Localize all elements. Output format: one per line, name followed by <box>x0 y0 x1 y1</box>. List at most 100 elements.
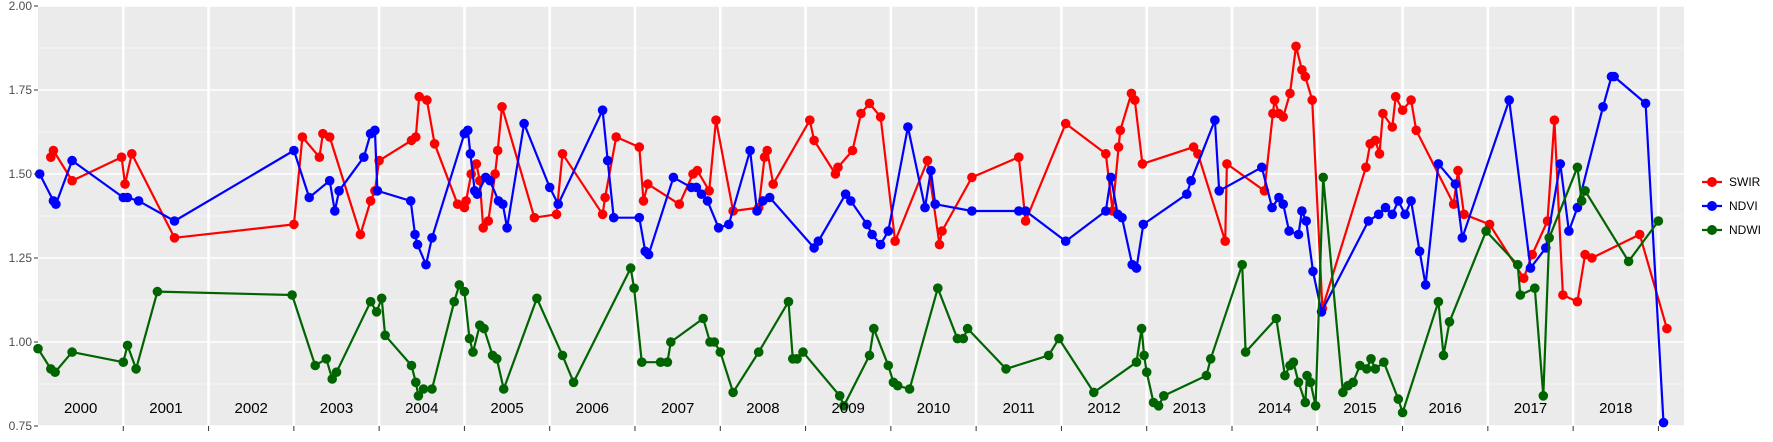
data-point-ndwi <box>411 377 421 388</box>
data-point-ndwi <box>1240 347 1251 357</box>
data-point-swir <box>1220 236 1230 246</box>
data-point-swir <box>967 172 977 183</box>
data-point-ndvi <box>405 196 416 206</box>
data-point-ndvi <box>1598 102 1608 112</box>
data-point-ndwi <box>883 360 894 371</box>
data-point-swir <box>116 152 127 162</box>
data-point-ndvi <box>463 125 473 136</box>
data-point-swir <box>365 196 376 206</box>
data-point-swir <box>483 216 494 226</box>
data-point-ndvi <box>752 206 762 216</box>
legend-label: NDWI <box>1729 223 1761 237</box>
data-point-swir <box>1459 209 1469 220</box>
data-point-ndwi <box>715 347 726 357</box>
year-label: 2009 <box>832 400 865 417</box>
data-point-ndwi <box>1293 377 1304 388</box>
data-point-ndvi <box>1117 212 1127 223</box>
data-point-ndwi <box>958 333 969 344</box>
data-point-swir <box>1662 323 1672 334</box>
data-point-ndwi <box>376 293 387 304</box>
data-point-ndwi <box>557 350 568 361</box>
data-point-ndvi <box>133 196 144 206</box>
data-point-ndvi <box>544 182 555 193</box>
data-point-ndvi <box>1380 202 1391 213</box>
data-point-ndwi <box>783 296 794 307</box>
year-label: 2006 <box>576 400 609 417</box>
data-point-ndwi <box>629 283 639 294</box>
data-point-swir <box>634 142 645 152</box>
series-swir <box>46 41 1672 334</box>
data-point-ndvi <box>1214 186 1224 196</box>
data-point-ndvi <box>745 145 755 156</box>
data-point-ndvi <box>502 223 512 233</box>
legend-label: SWIR <box>1729 175 1761 189</box>
data-point-ndvi <box>926 165 936 176</box>
data-point-ndwi <box>1318 172 1328 183</box>
data-point-ndvi <box>1457 233 1468 243</box>
data-point-swir <box>497 102 507 112</box>
data-point-ndwi <box>1653 216 1664 226</box>
data-point-ndwi <box>1623 256 1634 267</box>
data-point-swir <box>551 209 562 220</box>
data-point-ndwi <box>321 354 332 364</box>
series-ndwi <box>33 162 1664 418</box>
data-point-ndvi <box>334 186 344 196</box>
data-point-ndwi <box>753 347 764 357</box>
data-point-ndwi <box>459 286 470 297</box>
series-line-ndwi <box>37 166 1660 414</box>
data-point-ndvi <box>930 199 940 209</box>
data-point-ndwi <box>498 384 509 394</box>
data-point-ndwi <box>625 263 636 273</box>
data-point-ndvi <box>169 216 180 226</box>
data-point-ndwi <box>1580 186 1590 196</box>
data-point-swir <box>48 145 59 156</box>
year-label: 2007 <box>661 400 694 417</box>
data-point-ndvi <box>304 192 315 203</box>
data-point-ndvi <box>1555 159 1566 169</box>
data-point-swir <box>890 236 900 246</box>
data-point-swir <box>422 95 432 105</box>
data-point-swir <box>127 149 137 159</box>
data-point-swir <box>529 212 540 223</box>
year-label: 2014 <box>1258 400 1291 417</box>
data-point-ndwi <box>792 354 802 364</box>
data-point-ndwi <box>1370 364 1381 374</box>
data-point-swir <box>864 98 875 109</box>
data-point-swir <box>289 219 299 230</box>
year-label: 2018 <box>1599 400 1632 417</box>
data-point-ndwi <box>1131 357 1142 368</box>
data-point-swir <box>414 91 425 102</box>
data-point-ndwi <box>1153 401 1164 411</box>
x-axis <box>122 426 1659 431</box>
series-line-ndvi <box>38 75 1665 423</box>
data-point-ndwi <box>492 354 502 364</box>
data-point-swir <box>1115 125 1126 136</box>
data-point-ndvi <box>122 192 133 203</box>
data-point-swir <box>297 132 308 142</box>
data-point-ndvi <box>1267 202 1277 213</box>
data-point-ndvi <box>465 149 476 159</box>
data-point-swir <box>711 115 721 125</box>
data-point-ndvi <box>764 192 775 203</box>
data-point-ndwi <box>1366 354 1376 364</box>
data-point-ndvi <box>724 219 734 230</box>
data-point-swir <box>67 175 77 186</box>
data-point-ndwi <box>1433 296 1444 307</box>
data-point-swir <box>856 108 866 119</box>
data-point-ndvi <box>691 182 702 193</box>
data-point-swir <box>597 209 608 220</box>
data-point-swir <box>704 186 714 196</box>
data-point-ndvi <box>330 206 340 216</box>
data-point-ndvi <box>840 189 851 199</box>
data-point-ndvi <box>1210 115 1220 125</box>
data-point-swir <box>1411 125 1421 136</box>
data-point-ndwi <box>1512 259 1523 270</box>
data-point-ndvi <box>867 229 877 240</box>
year-label: 2002 <box>235 400 268 417</box>
data-point-swir <box>1130 95 1140 105</box>
y-tick-label: 2.00 <box>9 0 33 13</box>
data-point-swir <box>1020 216 1031 226</box>
data-point-ndwi <box>1043 350 1054 361</box>
data-point-swir <box>768 179 778 189</box>
